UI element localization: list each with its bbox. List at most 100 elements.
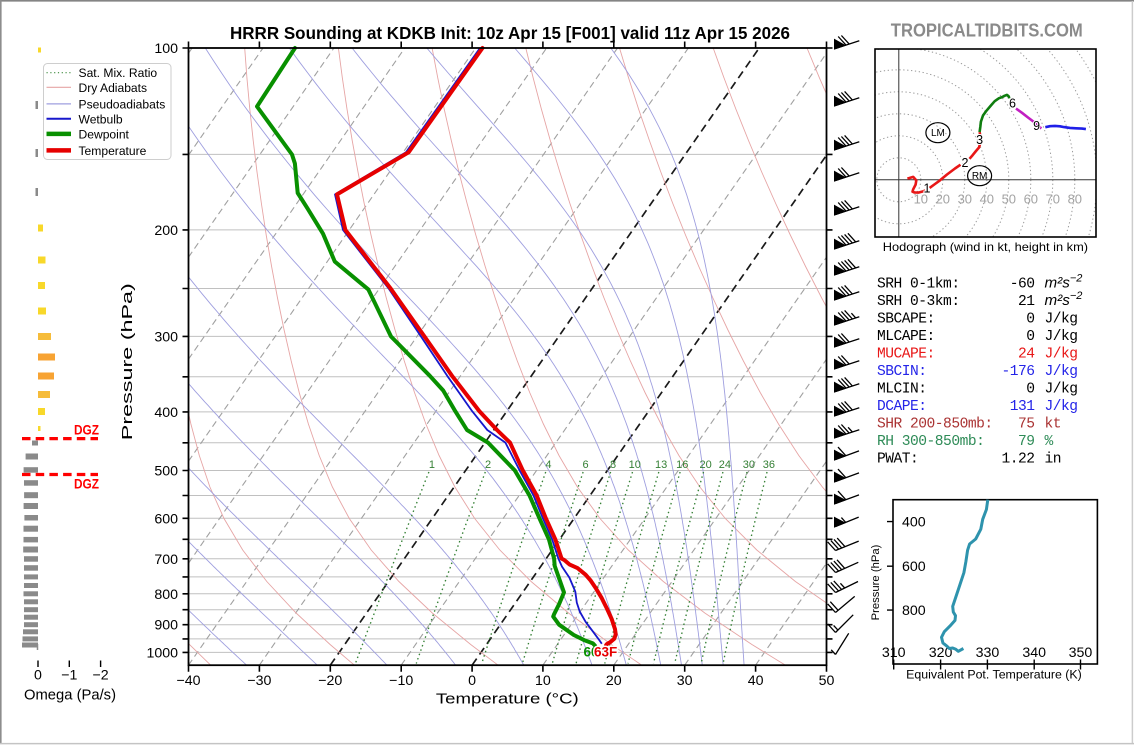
svg-text:400: 400 <box>154 405 178 421</box>
svg-text:LM: LM <box>931 128 945 139</box>
svg-text:600: 600 <box>154 511 178 527</box>
svg-text:24: 24 <box>1018 346 1035 362</box>
svg-text:DCAPE:: DCAPE: <box>877 399 927 415</box>
svg-text:900: 900 <box>154 618 178 634</box>
svg-text:20: 20 <box>699 459 711 471</box>
svg-text:310: 310 <box>882 645 906 661</box>
svg-text:6: 6 <box>1009 97 1016 111</box>
svg-text:13: 13 <box>655 459 667 471</box>
svg-text:0: 0 <box>1026 311 1034 327</box>
svg-text:0: 0 <box>1026 381 1034 397</box>
svg-text:79: 79 <box>1018 434 1035 450</box>
svg-text:2: 2 <box>485 459 491 471</box>
svg-text:500: 500 <box>154 464 178 480</box>
svg-text:75: 75 <box>1018 416 1035 432</box>
svg-text:24: 24 <box>719 459 731 471</box>
svg-text:SBCIN:: SBCIN: <box>877 364 927 380</box>
svg-text:6: 6 <box>583 459 589 471</box>
svg-text:J/kg: J/kg <box>1045 346 1078 362</box>
svg-text:1: 1 <box>429 459 435 471</box>
svg-text:HRRR Sounding at KDKB Init: 10: HRRR Sounding at KDKB Init: 10z Apr 15 [… <box>230 23 790 43</box>
svg-text:SRH 0-1km:: SRH 0-1km: <box>877 276 960 292</box>
svg-text:J/kg: J/kg <box>1045 329 1078 345</box>
svg-text:%: % <box>1045 434 1054 450</box>
svg-text:50: 50 <box>819 673 835 689</box>
svg-text:16: 16 <box>676 459 688 471</box>
svg-text:TROPICALTIDBITS.COM: TROPICALTIDBITS.COM <box>891 21 1083 41</box>
svg-text:400: 400 <box>902 515 926 531</box>
svg-text:kt: kt <box>1045 416 1062 432</box>
svg-text:in: in <box>1045 451 1062 467</box>
svg-text:50: 50 <box>1002 192 1016 207</box>
svg-text:350: 350 <box>1069 645 1093 661</box>
svg-text:SRH 0-3km:: SRH 0-3km: <box>877 294 960 310</box>
svg-text:80: 80 <box>1068 192 1082 207</box>
svg-text:DGZ: DGZ <box>74 477 99 492</box>
svg-text:9: 9 <box>1033 119 1040 133</box>
svg-text:800: 800 <box>902 603 926 619</box>
svg-text:0: 0 <box>34 668 42 684</box>
svg-text:Dry Adiabats: Dry Adiabats <box>79 81 148 95</box>
svg-text:320: 320 <box>929 645 953 661</box>
svg-text:131: 131 <box>1010 399 1036 415</box>
svg-text:1.22: 1.22 <box>1001 451 1034 467</box>
svg-text:700: 700 <box>154 552 178 568</box>
svg-text:Temperature: Temperature <box>79 144 147 158</box>
svg-text:−1: −1 <box>61 668 77 684</box>
svg-text:30: 30 <box>958 192 972 207</box>
svg-text:MLCIN:: MLCIN: <box>877 381 927 397</box>
svg-text:20: 20 <box>606 673 622 689</box>
svg-text:36: 36 <box>763 459 775 471</box>
svg-text:40: 40 <box>980 192 994 207</box>
svg-text:8: 8 <box>610 459 616 471</box>
svg-text:70: 70 <box>1046 192 1060 207</box>
svg-text:Pseudoadiabats: Pseudoadiabats <box>79 97 166 111</box>
svg-text:330: 330 <box>976 645 1000 661</box>
svg-text:340: 340 <box>1022 645 1046 661</box>
svg-text:J/kg: J/kg <box>1045 399 1078 415</box>
svg-text:3: 3 <box>976 133 983 147</box>
svg-text:−40: −40 <box>176 673 200 689</box>
svg-text:600: 600 <box>902 559 926 575</box>
svg-text:10: 10 <box>629 459 641 471</box>
svg-text:Omega (Pa/s): Omega (Pa/s) <box>24 687 116 704</box>
svg-text:0: 0 <box>1026 329 1034 345</box>
svg-text:60: 60 <box>1024 192 1038 207</box>
svg-text:2: 2 <box>962 156 969 170</box>
svg-text:Dewpoint: Dewpoint <box>79 127 130 141</box>
svg-text:-176: -176 <box>1001 364 1034 380</box>
svg-text:60F: 60F <box>584 645 607 660</box>
svg-text:30: 30 <box>743 459 755 471</box>
svg-text:100: 100 <box>154 41 178 57</box>
svg-text:−20: −20 <box>318 673 342 689</box>
svg-text:Temperature (°C): Temperature (°C) <box>436 691 579 708</box>
svg-text:40: 40 <box>748 673 764 689</box>
svg-text:J/kg: J/kg <box>1045 311 1078 327</box>
svg-text:J/kg: J/kg <box>1045 381 1078 397</box>
svg-text:Hodograph (wind in kt, height: Hodograph (wind in kt, height in km) <box>883 240 1088 254</box>
svg-text:MLCAPE:: MLCAPE: <box>877 329 935 345</box>
svg-text:Pressure (hPa): Pressure (hPa) <box>119 283 136 440</box>
svg-text:DGZ: DGZ <box>74 423 99 438</box>
svg-text:J/kg: J/kg <box>1045 364 1078 380</box>
svg-text:−10: −10 <box>389 673 413 689</box>
svg-text:1: 1 <box>924 182 931 196</box>
svg-text:63F: 63F <box>594 645 617 660</box>
svg-text:30: 30 <box>677 673 693 689</box>
svg-text:Wetbulb: Wetbulb <box>79 112 123 126</box>
svg-text:10: 10 <box>914 192 928 207</box>
svg-text:200: 200 <box>154 223 178 239</box>
svg-text:RM: RM <box>972 171 988 182</box>
svg-text:Equivalent Pot. Temperature (K: Equivalent Pot. Temperature (K) <box>906 667 1082 681</box>
svg-text:Sat. Mix. Ratio: Sat. Mix. Ratio <box>79 66 158 80</box>
svg-text:−2: −2 <box>93 668 109 684</box>
svg-text:RH 300-850mb:: RH 300-850mb: <box>877 434 984 450</box>
svg-text:21: 21 <box>1018 294 1035 310</box>
svg-text:20: 20 <box>936 192 950 207</box>
svg-text:-60: -60 <box>1010 276 1035 292</box>
svg-text:SBCAPE:: SBCAPE: <box>877 311 935 327</box>
svg-text:0: 0 <box>468 673 476 689</box>
svg-text:SHR 200-850mb:: SHR 200-850mb: <box>877 416 993 432</box>
svg-text:1000: 1000 <box>146 645 178 661</box>
svg-text:800: 800 <box>154 587 178 603</box>
